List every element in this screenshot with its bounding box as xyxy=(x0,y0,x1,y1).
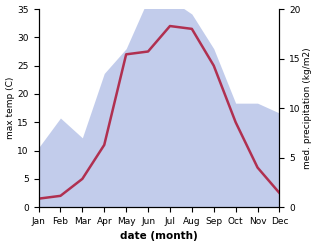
Y-axis label: med. precipitation (kg/m2): med. precipitation (kg/m2) xyxy=(303,47,313,169)
X-axis label: date (month): date (month) xyxy=(120,231,198,242)
Y-axis label: max temp (C): max temp (C) xyxy=(5,77,15,139)
